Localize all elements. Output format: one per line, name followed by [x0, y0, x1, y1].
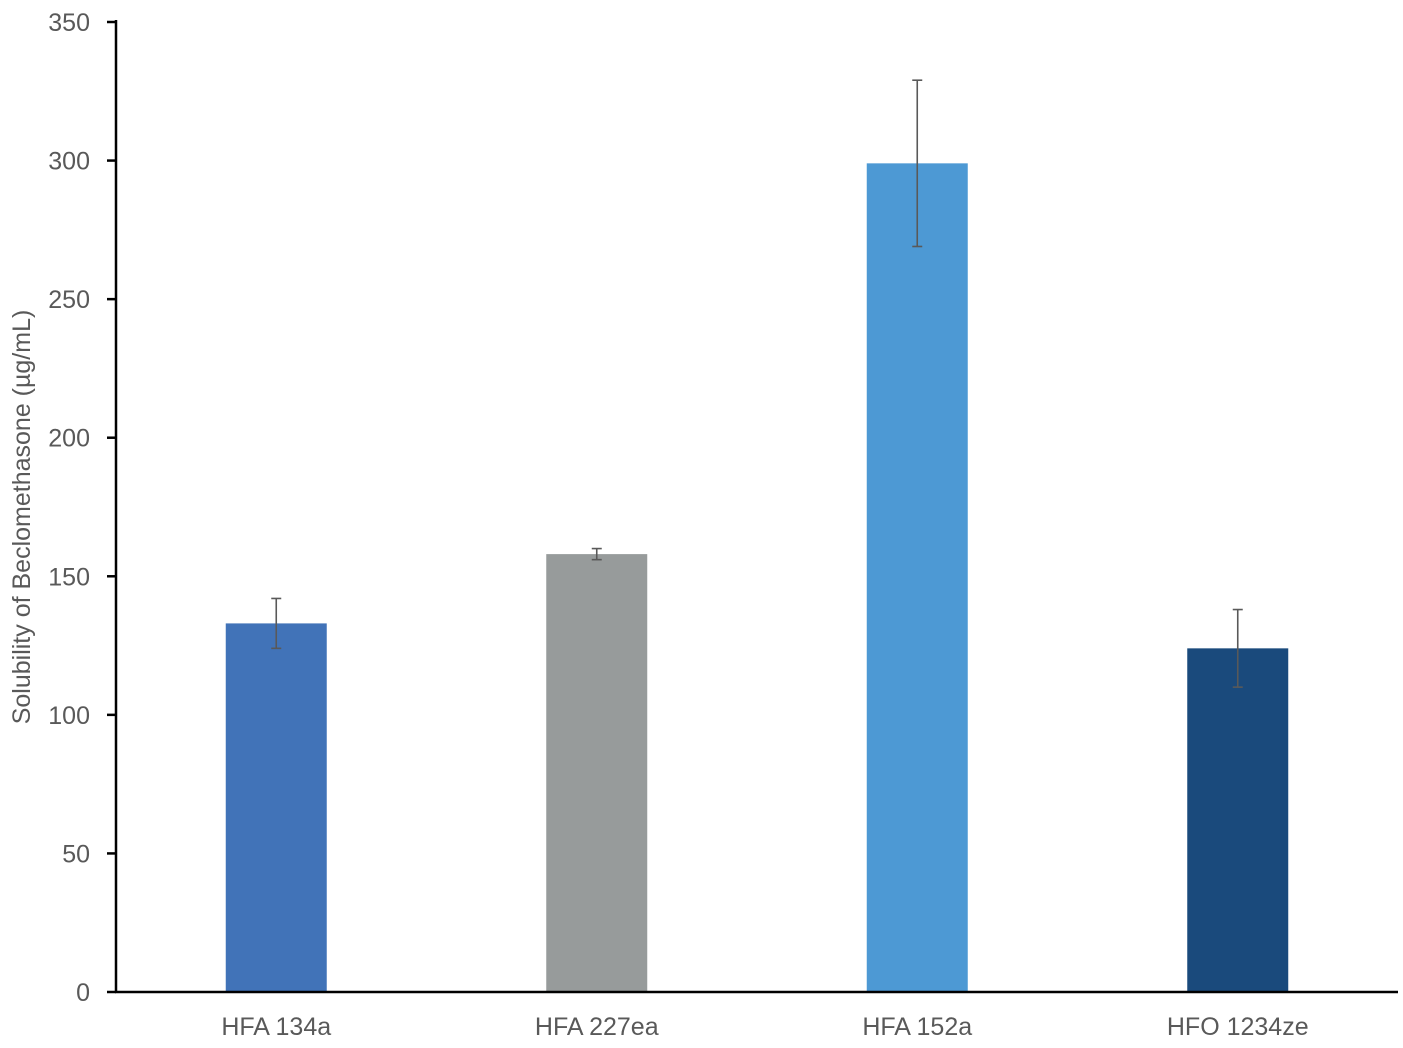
x-category-label: HFA 134a [221, 1013, 331, 1041]
x-category-label: HFA 152a [862, 1013, 972, 1041]
y-tick-label: 250 [48, 286, 90, 314]
x-axis-labels: HFA 134a HFA 227ea HFA 152a HFO 1234ze [221, 1013, 1308, 1041]
y-tick-label: 150 [48, 563, 90, 591]
x-category-label: HFO 1234ze [1167, 1013, 1309, 1041]
y-tick-label: 350 [48, 9, 90, 37]
y-tick-label: 100 [48, 702, 90, 730]
bars [225, 163, 1289, 993]
y-tick-label: 50 [62, 840, 90, 868]
y-tick-label: 0 [76, 979, 90, 1007]
y-tick-label: 200 [48, 425, 90, 453]
bar [866, 163, 968, 993]
error-bars [271, 79, 1243, 688]
x-category-label: HFA 227ea [535, 1013, 659, 1041]
y-axis-ticks: 0 50 100 150 200 250 300 350 [48, 9, 116, 1007]
y-axis-title: Solubility of Beclomethasone (µg/mL) [8, 310, 36, 725]
bar [225, 623, 327, 992]
bar [1187, 648, 1289, 992]
y-tick-label: 300 [48, 148, 90, 176]
bar [546, 554, 648, 992]
